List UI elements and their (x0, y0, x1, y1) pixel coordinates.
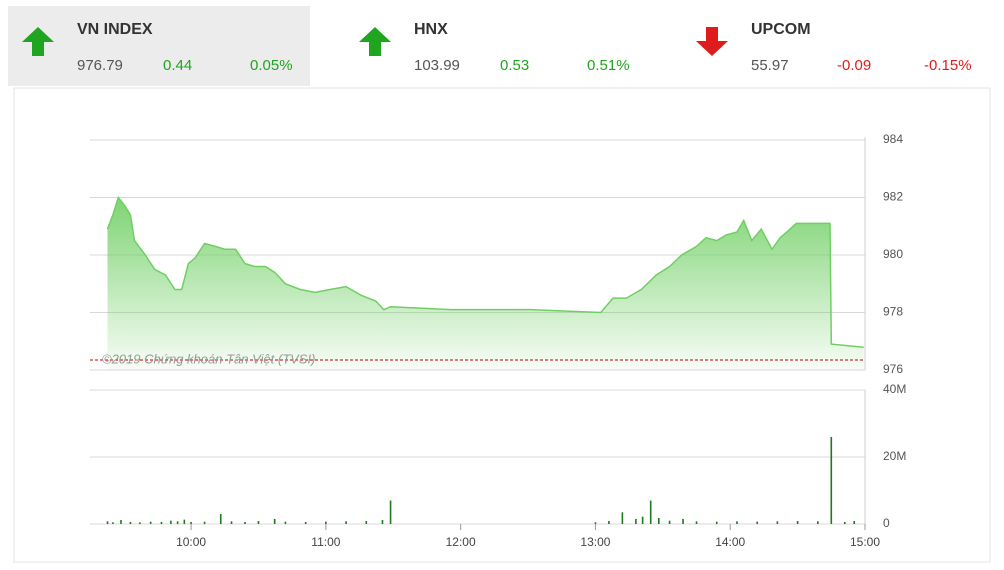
volume-bar (594, 522, 597, 524)
volume-bar (796, 520, 799, 524)
price-line (106, 195, 864, 349)
y-tick-label: 976 (883, 362, 903, 376)
volume-bar (170, 520, 172, 524)
index-card[interactable]: UPCOM 55.97 -0.09 -0.15% (696, 21, 972, 74)
volume-bar (120, 519, 122, 524)
x-tick-label: 10:00 (176, 535, 206, 549)
volume-bar (244, 521, 246, 524)
index-percent: 0.51% (587, 57, 630, 74)
volume-bar (621, 512, 624, 524)
index-name: VN INDEX (77, 21, 153, 38)
x-tick-label: 13:00 (580, 535, 610, 549)
card-background (8, 6, 310, 86)
volume-bar (682, 518, 684, 524)
volume-bar (817, 521, 819, 524)
volume-bar (756, 521, 758, 524)
volume-bar (273, 518, 276, 524)
volume-bar (160, 521, 163, 524)
volume-bar (176, 521, 179, 524)
volume-bar (325, 521, 327, 524)
volume-bar (219, 513, 222, 524)
volume-bar (736, 521, 738, 524)
y-tick-label: 982 (883, 190, 903, 204)
y-tick-label: 984 (883, 132, 903, 146)
area-fill (107, 197, 864, 370)
x-tick-label: 12:00 (446, 535, 476, 549)
volume-bar (304, 521, 307, 524)
volume-bar (649, 500, 652, 524)
volume-bar (284, 521, 287, 524)
trend-arrow (696, 27, 728, 56)
volume-bar (106, 521, 109, 524)
index-value: 976.79 (77, 57, 123, 74)
volume-bar (139, 522, 141, 524)
y-tick-label: 20M (883, 449, 906, 463)
y-tick-label: 978 (883, 305, 903, 319)
volume-bar (608, 520, 610, 524)
watermark: ©2019 Chứng khoán Tân Việt (TVSI) (102, 351, 315, 366)
y-tick-label: 40M (883, 382, 906, 396)
index-value: 103.99 (414, 57, 460, 74)
volume-bar (641, 516, 644, 524)
volume-bar (635, 518, 637, 524)
index-name: UPCOM (751, 21, 811, 38)
index-card[interactable]: HNX 103.99 0.53 0.51% (359, 21, 630, 74)
volume-bar (668, 520, 671, 524)
volume-bar (190, 521, 192, 524)
index-name: HNX (414, 21, 448, 38)
index-percent: -0.15% (924, 57, 972, 74)
volume-bar (381, 519, 384, 524)
index-value: 55.97 (751, 57, 789, 74)
trend-arrow (359, 27, 391, 56)
volume-bar (695, 521, 698, 524)
volume-bar (776, 521, 779, 524)
volume-bar (230, 521, 233, 524)
trend-arrow (22, 27, 54, 56)
volume-bar (112, 522, 114, 524)
volume-bar (715, 521, 718, 524)
volume-bar (657, 517, 660, 524)
volume-bar (345, 521, 347, 524)
index-percent: 0.05% (250, 57, 293, 74)
volume-bar (843, 521, 846, 524)
x-tick-label: 11:00 (311, 535, 340, 549)
y-tick-label: 0 (883, 516, 890, 530)
volume-bar (203, 521, 206, 524)
index-change: 0.53 (500, 57, 529, 74)
volume-bar (830, 436, 833, 524)
index-change: -0.09 (837, 57, 871, 74)
y-tick-label: 980 (883, 247, 903, 261)
volume-bar (853, 520, 856, 524)
index-change: 0.44 (163, 57, 192, 74)
index-card[interactable]: VN INDEX 976.79 0.44 0.05% (8, 6, 310, 86)
volume-bar (389, 500, 392, 524)
volume-bar (365, 520, 368, 524)
x-tick-label: 14:00 (715, 535, 745, 549)
volume-bar (183, 519, 186, 524)
volume-bar (129, 521, 132, 524)
volume-bar (257, 520, 260, 524)
x-tick-label: 15:00 (850, 535, 880, 549)
volume-bar (149, 521, 152, 524)
